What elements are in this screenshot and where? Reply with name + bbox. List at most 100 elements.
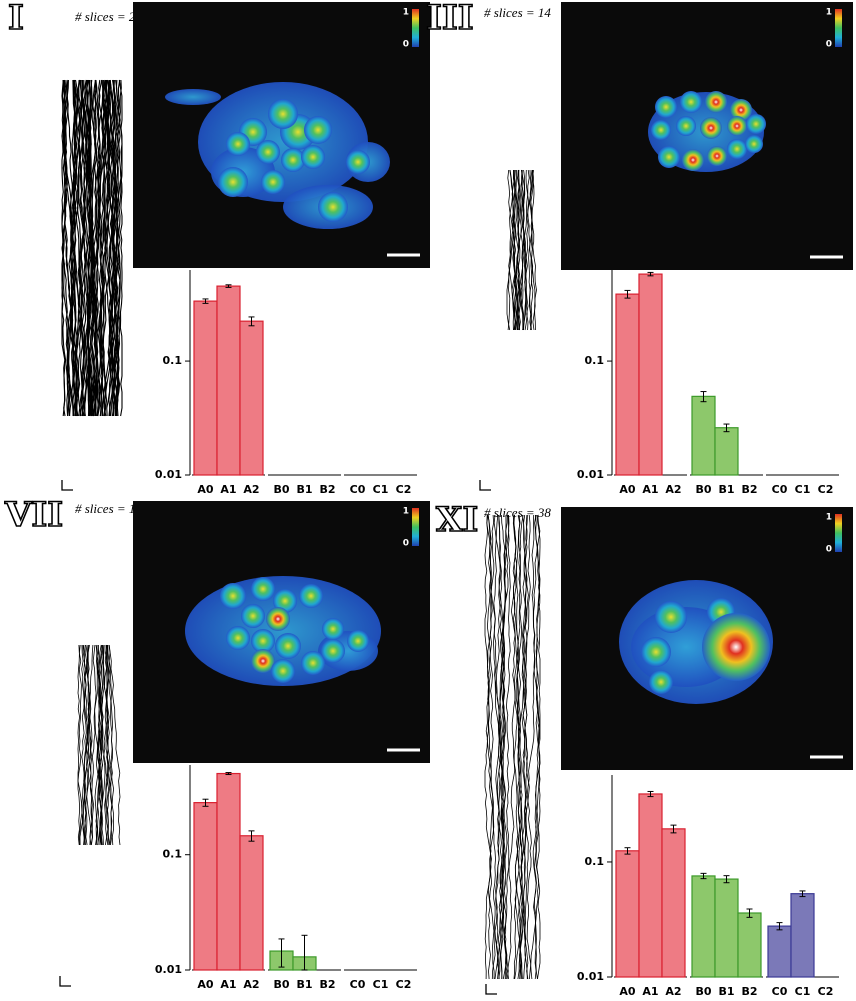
heat-cell — [655, 96, 677, 118]
error-bar — [248, 316, 255, 327]
scale-corner — [485, 984, 497, 995]
x-tick-label: C1 — [373, 978, 389, 991]
fiber-trace — [113, 79, 121, 417]
heat-cell — [655, 601, 687, 633]
fiber-trace — [496, 514, 508, 980]
x-tick-label: C2 — [818, 483, 834, 496]
colorbar-label: 0 — [403, 539, 409, 549]
fiber-trace — [526, 514, 538, 980]
x-tick-label: A2 — [665, 985, 681, 998]
heat-cell — [271, 659, 295, 683]
panel-label: XI — [436, 500, 478, 540]
error-bar — [670, 824, 677, 834]
bar — [615, 293, 640, 476]
fiber-trace — [89, 644, 99, 846]
fiber-trace — [61, 79, 69, 417]
heat-cell — [707, 146, 727, 166]
x-tick-label: C1 — [795, 985, 811, 998]
error-bar — [647, 271, 654, 277]
heat-cell — [281, 148, 305, 172]
fiber-trace — [85, 644, 94, 846]
y-tick-label: 0.1 — [163, 354, 183, 367]
x-tick-label: B0 — [695, 483, 711, 496]
x-tick-label: B1 — [296, 483, 312, 496]
bar — [216, 772, 241, 971]
fiber-trace — [486, 514, 495, 980]
heat-cell — [266, 607, 290, 631]
x-tick-label: A0 — [197, 483, 214, 496]
error-bar — [225, 772, 232, 776]
bar — [714, 878, 739, 978]
x-tick-label: A1 — [220, 483, 236, 496]
fiber-trace — [108, 644, 121, 846]
fiber-trace — [516, 514, 524, 980]
heat-cell — [301, 651, 325, 675]
x-tick-label: A0 — [619, 483, 636, 496]
fiber-trace — [96, 644, 103, 846]
heat-cell — [682, 149, 704, 171]
fiber-trace — [78, 644, 88, 846]
fiber-trace — [106, 79, 115, 417]
fiber-trace — [503, 514, 511, 980]
heat-cell — [651, 120, 671, 140]
error-bar — [202, 798, 209, 807]
heat-cell — [301, 145, 325, 169]
fiber-trace — [72, 79, 78, 417]
fiber-trace — [98, 644, 104, 846]
x-tick-label: A0 — [197, 978, 214, 991]
heat-cell — [299, 584, 323, 608]
x-tick-label: C2 — [818, 985, 834, 998]
bar — [661, 828, 686, 978]
error-bar — [202, 298, 209, 304]
heat-cell — [730, 99, 752, 121]
bar — [615, 850, 640, 978]
colorbar — [835, 9, 842, 47]
bar — [714, 427, 739, 476]
error-bar — [647, 790, 654, 798]
heat-cell — [346, 150, 370, 174]
error-bar — [301, 934, 308, 971]
scale-corner — [479, 480, 491, 491]
heat-cell — [680, 91, 702, 113]
fiber-trace — [115, 79, 123, 417]
fiber-trace — [484, 514, 495, 979]
bar — [790, 893, 815, 978]
y-tick-label: 0.1 — [585, 354, 605, 367]
heat-cell — [321, 639, 345, 663]
x-tick-label: C1 — [373, 483, 389, 496]
panel-label: III — [426, 0, 474, 38]
error-bar — [723, 875, 730, 884]
x-tick-label: B1 — [296, 978, 312, 991]
error-bar — [225, 284, 232, 288]
heat-cell — [268, 99, 298, 129]
colorbar-label: 1 — [403, 507, 409, 517]
fiber-trace — [81, 644, 87, 846]
fiber-trace — [86, 644, 95, 846]
slices-label: # slices = 17 — [75, 501, 142, 516]
bar — [216, 285, 241, 476]
heat-cell — [705, 91, 727, 113]
y-tick-label: 0.01 — [577, 970, 604, 983]
heat-cell — [218, 167, 248, 197]
fiber-trace — [522, 169, 528, 331]
x-tick-label: A1 — [642, 985, 658, 998]
colorbar — [835, 514, 842, 552]
colorbar-label: 1 — [403, 8, 409, 18]
fiber-trace — [513, 514, 522, 980]
y-tick-label: 0.01 — [155, 963, 182, 976]
heat-cell — [727, 116, 747, 136]
fiber-trace — [525, 169, 533, 331]
slices-label: # slices = 38 — [484, 505, 551, 520]
heat-cell — [322, 618, 344, 640]
colorbar-label: 0 — [826, 545, 832, 555]
heat-cell — [275, 633, 301, 659]
y-tick-label: 0.1 — [163, 848, 183, 861]
fiber-trace — [521, 169, 529, 331]
fiber-trace — [531, 514, 540, 980]
heat-cell — [727, 139, 747, 159]
heat-cell — [746, 114, 766, 134]
fiber-trace — [534, 514, 541, 980]
fiber-trace — [515, 169, 520, 331]
error-bar — [723, 423, 730, 433]
heat-region — [165, 89, 221, 105]
